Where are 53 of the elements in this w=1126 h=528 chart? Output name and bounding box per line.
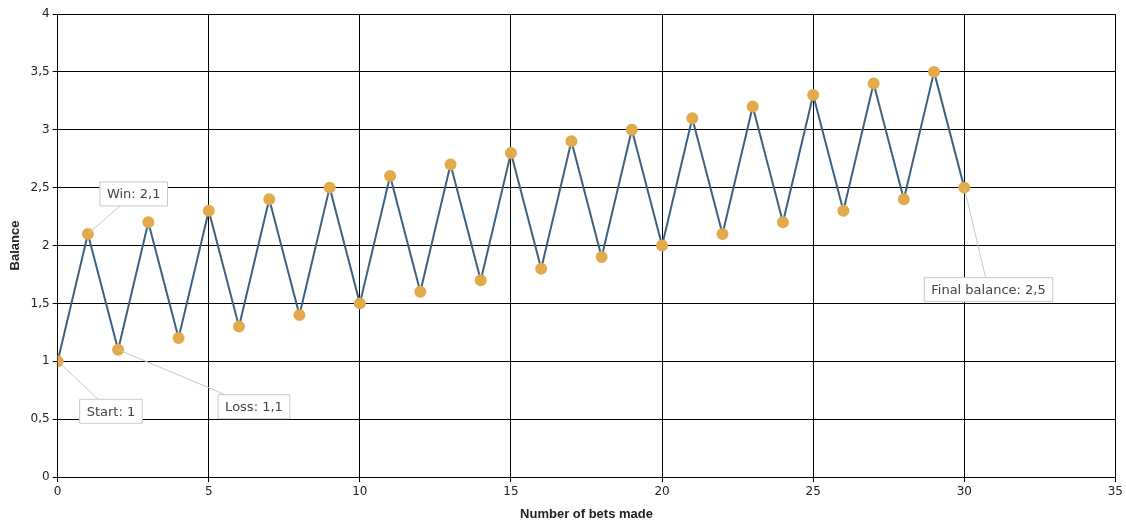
point xyxy=(686,112,699,125)
point xyxy=(353,297,366,310)
x-tick-label: 35 xyxy=(1107,484,1124,499)
y-tick-label: 3 xyxy=(42,121,50,136)
point xyxy=(323,181,336,194)
annotation: Start: 1 xyxy=(86,403,136,419)
point xyxy=(928,65,941,78)
point xyxy=(656,239,669,252)
x-tick-label: 10 xyxy=(352,484,368,499)
point xyxy=(625,123,638,136)
point xyxy=(746,100,759,113)
x-tick-label: 15 xyxy=(503,484,519,499)
y-tick-label: 0 xyxy=(42,469,50,484)
annotation: Final balance: 2,5 xyxy=(931,282,1046,297)
point xyxy=(142,216,155,229)
point xyxy=(202,204,215,217)
y-tick-label: 0,5 xyxy=(30,411,50,426)
y-axis-title: Balance xyxy=(7,220,23,271)
point xyxy=(837,204,850,217)
annotation: Loss: 1,1 xyxy=(225,399,283,415)
point xyxy=(293,308,306,321)
point xyxy=(384,170,397,183)
y-tick-label: 3,5 xyxy=(30,64,50,78)
point xyxy=(867,77,880,90)
point xyxy=(414,285,427,298)
point xyxy=(233,320,245,333)
y-tick-label: 2 xyxy=(42,237,50,252)
point xyxy=(81,227,94,240)
point xyxy=(504,146,517,159)
point xyxy=(716,227,729,240)
y-tick-label: 1 xyxy=(42,353,50,368)
point xyxy=(474,274,487,287)
annotation: Win: 2,1 xyxy=(106,186,161,202)
point xyxy=(444,158,457,171)
point xyxy=(595,251,608,264)
point xyxy=(897,193,910,206)
x-tick-label: 0 xyxy=(53,484,62,499)
x-tick-label: 30 xyxy=(956,484,972,499)
x-tick-label: 20 xyxy=(654,484,670,499)
y-tick-label: 2,5 xyxy=(30,179,50,194)
point xyxy=(263,193,276,206)
x-axis-title: Number of bets made xyxy=(520,505,653,521)
point xyxy=(535,262,548,275)
point xyxy=(172,332,185,345)
point xyxy=(565,135,578,148)
point xyxy=(958,181,971,194)
y-tick-label: 1,5 xyxy=(30,295,50,310)
x-tick-label: 5 xyxy=(204,484,213,499)
y-tick-label: 4 xyxy=(42,6,50,21)
point xyxy=(807,89,820,102)
point xyxy=(112,343,125,356)
x-tick-label: 25 xyxy=(805,484,821,499)
point xyxy=(776,216,789,229)
